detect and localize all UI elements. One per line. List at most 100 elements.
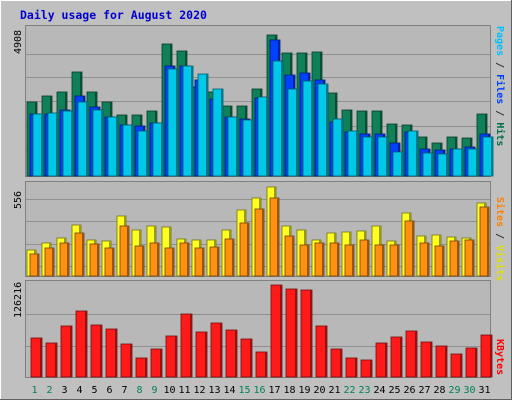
legend-part: / [494, 104, 505, 122]
bar-shade-pages-day-8 [146, 131, 148, 176]
bar-shade-kbytes-day-14 [235, 330, 237, 377]
x-tick-label: 12 [193, 385, 205, 396]
bar-shade-kbytes-day-28 [445, 346, 447, 377]
bar-shade-sites-day-29 [457, 241, 459, 276]
bar-shade-pages-day-28 [446, 154, 448, 176]
bar-shade-pages-day-13 [221, 89, 223, 176]
top-ymax-label: 4908 [13, 30, 24, 54]
bar-shade-sites-day-19 [307, 245, 309, 276]
bar-shade-pages-day-16 [266, 97, 268, 176]
bar-shade-sites-day-22 [352, 245, 354, 276]
bar-shade-pages-day-14 [236, 117, 238, 176]
x-tick-label: 11 [178, 385, 190, 396]
bar-shade-pages-day-25 [401, 152, 403, 176]
bar-shade-pages-day-27 [431, 153, 433, 176]
mid-legend: Sites / Visits [494, 197, 506, 281]
bot-legend: KBytes [494, 339, 505, 375]
bar-shade-pages-day-22 [356, 131, 358, 176]
x-tick-label: 2 [46, 385, 52, 396]
bar-shade-sites-day-12 [202, 248, 204, 276]
bar-shade-sites-day-18 [292, 236, 294, 276]
bar-shade-kbytes-day-12 [205, 332, 207, 377]
x-tick-label: 17 [268, 385, 280, 396]
bar-shade-sites-day-25 [397, 245, 399, 276]
bar-shade-kbytes-day-16 [265, 352, 267, 377]
bar-shade-sites-day-10 [172, 248, 174, 276]
mid-ymax-label: 556 [13, 191, 24, 209]
bar-shade-pages-day-12 [206, 74, 208, 176]
x-tick-label: 8 [136, 385, 142, 396]
bar-shade-pages-day-9 [161, 123, 163, 176]
bar-shade-sites-day-24 [382, 245, 384, 276]
bar-shade-kbytes-day-4 [85, 311, 87, 377]
bar-shade-pages-day-24 [386, 137, 388, 176]
legend-part: Visits [494, 245, 506, 281]
bar-shade-kbytes-day-18 [295, 289, 297, 377]
bar-shade-sites-day-23 [367, 240, 369, 276]
bar-shade-sites-day-15 [247, 223, 249, 276]
bar-shade-sites-day-5 [97, 244, 99, 276]
bar-shade-sites-day-9 [157, 243, 159, 276]
x-tick-label: 24 [373, 385, 385, 396]
bar-shade-kbytes-day-31 [490, 335, 492, 377]
bar-shade-sites-day-7 [127, 226, 129, 276]
bar-shade-kbytes-day-24 [385, 343, 387, 377]
bar-shade-sites-day-21 [337, 243, 339, 276]
bar-shade-sites-day-13 [217, 247, 219, 276]
bar-marks [26, 34, 494, 378]
bot-ymax-label: 126216 [13, 282, 24, 318]
bar-shade-sites-day-6 [112, 248, 114, 276]
legend-part: Hits [494, 122, 506, 146]
bar-shade-sites-day-17 [277, 198, 279, 276]
x-tick-label: 22 [343, 385, 355, 396]
legend-part: Pages [494, 26, 505, 56]
bar-shade-pages-day-26 [416, 131, 418, 176]
x-axis-day-labels: 1 2 3 4 5 6 7 8 9 10 11 12 13 14 15 16 17 18 19 20 21 22 23 24 2… [31, 385, 490, 396]
x-tick-label: 5 [91, 385, 97, 396]
legend-part: Sites [494, 197, 506, 227]
bar-shade-pages-day-11 [191, 66, 193, 176]
bar-shade-kbytes-day-26 [415, 331, 417, 377]
bar-shade-pages-day-10 [176, 69, 178, 176]
legend-part: / [494, 56, 505, 74]
bar-shade-kbytes-day-7 [130, 344, 132, 377]
bar-shade-pages-day-7 [131, 125, 133, 176]
bar-shade-kbytes-day-6 [115, 329, 117, 377]
bar-shade-sites-day-28 [442, 246, 444, 276]
x-tick-label: 9 [151, 385, 157, 396]
x-tick-label: 25 [388, 385, 400, 396]
x-tick-label: 15 [238, 385, 250, 396]
bar-shade-kbytes-day-21 [340, 349, 342, 377]
bar-shade-kbytes-day-13 [220, 323, 222, 377]
bar-shade-pages-day-17 [281, 61, 283, 176]
bar-shade-kbytes-day-17 [280, 285, 282, 377]
bar-shade-sites-day-27 [427, 243, 429, 276]
bar-shade-kbytes-day-27 [430, 342, 432, 377]
bar-shade-kbytes-day-1 [40, 338, 42, 377]
bar-shade-kbytes-day-9 [160, 349, 162, 377]
bar-shade-sites-day-2 [52, 248, 54, 276]
bar-shade-kbytes-day-11 [190, 314, 192, 377]
x-tick-label: 7 [121, 385, 127, 396]
bar-shade-pages-day-4 [86, 102, 88, 176]
bar-shade-sites-day-30 [472, 240, 474, 276]
bar-shade-pages-day-21 [341, 119, 343, 176]
x-tick-label: 29 [448, 385, 460, 396]
bar-shade-kbytes-day-5 [100, 325, 102, 377]
bar-shade-sites-day-11 [187, 243, 189, 276]
bar-shade-sites-day-26 [412, 221, 414, 276]
bar-shade-pages-day-3 [71, 111, 73, 176]
bar-shade-kbytes-day-19 [310, 290, 312, 377]
bar-shade-sites-day-1 [37, 254, 39, 276]
bar-shade-kbytes-day-30 [475, 348, 477, 377]
bar-shade-pages-day-20 [326, 84, 328, 176]
x-tick-label: 18 [283, 385, 295, 396]
bar-shade-pages-day-29 [461, 149, 463, 176]
legend-part: / [494, 227, 505, 245]
bar-shade-sites-day-3 [67, 243, 69, 276]
bar-shade-pages-day-15 [251, 120, 253, 176]
bar-shade-kbytes-day-15 [250, 339, 252, 377]
bar-shade-sites-day-8 [142, 246, 144, 276]
bar-shade-kbytes-day-20 [325, 326, 327, 377]
bar-shade-kbytes-day-10 [175, 336, 177, 377]
